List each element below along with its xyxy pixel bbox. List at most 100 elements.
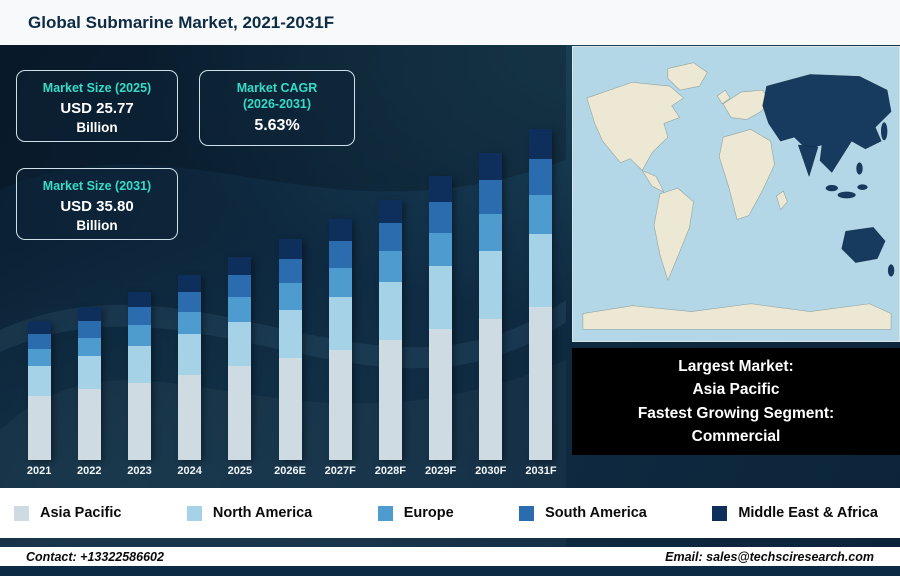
bar-segment-north-america xyxy=(328,296,352,350)
legend-item-asia-pacific: Asia Pacific xyxy=(14,505,121,521)
contact-strip: Contact: +13322586602 Email: sales@techs… xyxy=(0,547,900,566)
bar-2024 xyxy=(178,275,202,460)
x-axis-label: 2021 xyxy=(26,465,52,477)
bar-segment-north-america xyxy=(378,282,402,340)
legend-swatch-south-america xyxy=(519,505,535,521)
contact-phone: Contact: +13322586602 xyxy=(26,549,164,564)
stat-sublabel: (2026-2031) xyxy=(242,97,312,111)
bar-2029F xyxy=(429,176,453,460)
stat-box-market-size-2025: Market Size (2025) USD 25.77 Billion xyxy=(16,70,178,142)
bar-segment-north-america xyxy=(429,266,453,330)
bar-segment-europe xyxy=(429,232,453,267)
chart-column-2027F: 2027F xyxy=(315,112,365,478)
x-axis-label: 2024 xyxy=(177,465,202,477)
bar-segment-south-america xyxy=(127,307,151,326)
chart-column-2024: 2024 xyxy=(165,112,215,478)
largest-market-callout: Largest Market: Asia Pacific Fastest Gro… xyxy=(572,348,900,455)
bar-segment-north-america xyxy=(479,250,503,319)
bar-segment-asia-pacific xyxy=(429,329,453,460)
legend-label: North America xyxy=(212,505,313,521)
bar-segment-asia-pacific xyxy=(228,366,252,460)
bar-segment-north-america xyxy=(228,321,252,367)
bar-2025 xyxy=(228,257,252,460)
legend-item-europe: Europe xyxy=(377,505,454,521)
bar-segment-north-america xyxy=(278,309,302,359)
chart-column-2025: 2025 xyxy=(215,112,265,478)
chart-column-2030F: 2030F xyxy=(466,112,516,478)
bar-segment-middle-east-africa xyxy=(529,129,553,159)
bar-segment-north-america xyxy=(127,345,151,383)
legend-item-north-america: North America xyxy=(186,505,313,521)
bar-segment-europe xyxy=(228,297,252,322)
bar-segment-south-america xyxy=(529,158,553,195)
map-region-australia xyxy=(841,227,886,263)
x-axis-label: 2023 xyxy=(127,465,152,477)
stat-value: 5.63% xyxy=(254,117,300,134)
bar-segment-north-america xyxy=(529,234,553,308)
legend-label: Asia Pacific xyxy=(40,505,122,521)
legend-item-south-america: South America xyxy=(519,505,647,521)
stat-label: Market Size (2031) xyxy=(42,179,152,193)
bar-segment-middle-east-africa xyxy=(27,321,51,334)
bar-segment-middle-east-africa xyxy=(328,219,352,241)
x-axis-label: 2029F xyxy=(424,465,457,477)
x-axis-label: 2028F xyxy=(374,465,406,477)
bar-segment-asia-pacific xyxy=(77,389,101,460)
legend-swatch-north-america xyxy=(186,505,202,521)
x-axis-label: 2027F xyxy=(324,465,356,477)
stat-label: Market Size (2025) xyxy=(42,81,152,95)
bar-segment-europe xyxy=(529,194,553,235)
bar-2031F xyxy=(529,129,553,460)
bar-segment-asia-pacific xyxy=(278,358,302,460)
bar-segment-south-america xyxy=(27,333,51,350)
bar-segment-middle-east-africa xyxy=(77,307,101,321)
bar-segment-middle-east-africa xyxy=(479,153,503,181)
x-axis-label: 2031F xyxy=(525,465,557,477)
x-axis-label: 2022 xyxy=(77,465,102,477)
stat-unit: Billion xyxy=(76,218,118,233)
bar-segment-north-america xyxy=(178,334,202,376)
bar-2027F xyxy=(328,219,352,460)
legend-swatch-asia-pacific xyxy=(14,505,29,521)
bar-segment-south-america xyxy=(228,275,252,298)
chart-column-2029F: 2029F xyxy=(416,112,466,478)
legend-label: Middle East & Africa xyxy=(738,505,878,521)
callout-line: Commercial xyxy=(691,427,781,445)
bar-segment-middle-east-africa xyxy=(228,257,252,276)
callout-line: Asia Pacific xyxy=(692,381,780,399)
bar-segment-asia-pacific xyxy=(178,375,202,460)
bar-segment-middle-east-africa xyxy=(278,239,302,259)
callout-line: Largest Market: xyxy=(678,358,794,375)
bar-2023 xyxy=(127,292,151,460)
bar-segment-asia-pacific xyxy=(378,339,402,460)
contact-email: Email: sales@techsciresearch.com xyxy=(665,549,874,564)
bar-segment-europe xyxy=(278,282,302,310)
bar-segment-south-america xyxy=(479,180,503,214)
bar-segment-middle-east-africa xyxy=(378,200,402,224)
chart-column-2026E: 2026E xyxy=(265,112,315,478)
stat-label: Market CAGR xyxy=(236,81,318,95)
legend-label: South America xyxy=(545,505,647,521)
bar-2022 xyxy=(77,307,101,460)
page-title: Global Submarine Market, 2021-2031F xyxy=(28,12,335,32)
bar-segment-middle-east-africa xyxy=(429,176,453,202)
legend-swatch-middle-east-africa xyxy=(712,505,728,521)
stat-box-market-size-2031: Market Size (2031) USD 35.80 Billion xyxy=(16,168,178,240)
stat-box-market-cagr: Market CAGR (2026-2031) 5.63% xyxy=(199,70,355,146)
bar-segment-asia-pacific xyxy=(328,349,352,460)
x-axis-label: 2026E xyxy=(274,465,306,477)
legend-item-middle-east-africa: Middle East & Africa xyxy=(712,505,878,521)
bar-2026E xyxy=(278,239,302,460)
bar-segment-europe xyxy=(479,213,503,251)
chart-column-2031F: 2031F xyxy=(516,112,566,478)
bar-segment-europe xyxy=(378,251,402,283)
header-bar: Global Submarine Market, 2021-2031F xyxy=(0,0,900,45)
bar-segment-south-america xyxy=(278,258,302,283)
chart-column-2022: 2022 xyxy=(64,112,114,478)
bar-2028F xyxy=(378,200,402,460)
bar-segment-asia-pacific xyxy=(529,307,553,460)
bar-segment-europe xyxy=(127,325,151,346)
bar-2021 xyxy=(27,321,51,460)
stacked-bar-chart: 2021 2022 2023 2024 2025 2026E 2027F 2028F 2029F… xyxy=(14,112,566,478)
bar-chart-plot: 2021 2022 2023 2024 2025 2026E 2027F 2028F 2029F… xyxy=(14,112,566,478)
